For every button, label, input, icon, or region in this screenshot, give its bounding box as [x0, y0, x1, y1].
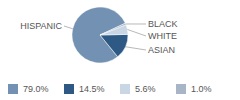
html-text:5.6%: 5.6%	[135, 84, 156, 94]
svg-text:WHITE: WHITE	[148, 31, 177, 41]
html-text:14.5%: 14.5%	[79, 84, 105, 94]
svg-text:HISPANIC: HISPANIC	[20, 21, 62, 31]
html-text:1.0%: 1.0%	[191, 84, 212, 94]
html-text:79.0%: 79.0%	[23, 84, 49, 94]
svg-text:ASIAN: ASIAN	[148, 45, 175, 55]
svg-text:BLACK: BLACK	[148, 19, 178, 29]
